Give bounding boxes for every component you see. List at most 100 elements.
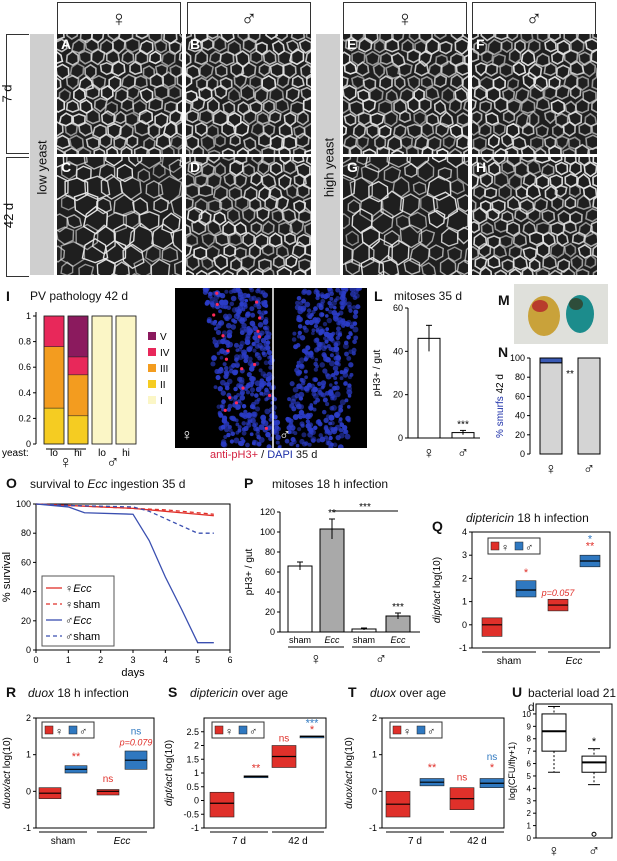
cell-outline bbox=[57, 63, 70, 81]
cell-outline bbox=[439, 257, 457, 275]
panel-label-U: U bbox=[512, 684, 523, 700]
K-nucleus bbox=[292, 331, 297, 336]
K-nucleus bbox=[334, 360, 340, 366]
cell-outline bbox=[212, 109, 229, 126]
cell-outline bbox=[583, 161, 597, 178]
cell-outline bbox=[221, 147, 235, 154]
cell-outline bbox=[240, 255, 256, 271]
K-nucleus bbox=[325, 307, 330, 312]
K-nucleus bbox=[312, 386, 318, 393]
cell-outline bbox=[548, 145, 562, 154]
cell-outline bbox=[145, 244, 161, 263]
cell-outline bbox=[233, 157, 248, 165]
cell-outline bbox=[432, 191, 459, 220]
cell-outline bbox=[214, 134, 226, 148]
cell-outline bbox=[391, 149, 405, 154]
K-nucleus bbox=[319, 292, 325, 297]
O-legend-label: ♀Ecc bbox=[65, 583, 92, 595]
cell-outline bbox=[161, 144, 175, 154]
O-legend-label: ♂sham bbox=[65, 631, 100, 643]
J-nucleus bbox=[234, 418, 239, 423]
K-nucleus bbox=[340, 290, 346, 297]
cell-outline bbox=[221, 119, 236, 138]
panel-label-P: P bbox=[244, 475, 254, 491]
cell-outline bbox=[427, 209, 446, 229]
K-nucleus bbox=[322, 368, 328, 374]
cell-outline bbox=[302, 96, 311, 113]
cell-outline bbox=[302, 173, 311, 190]
R-title: duox 18 h infection bbox=[28, 686, 129, 700]
J-nucleus bbox=[249, 375, 255, 382]
J-nucleus bbox=[246, 382, 250, 387]
Q-sig-blue: * bbox=[588, 533, 593, 545]
cell-outline bbox=[541, 209, 556, 225]
J-caption: anti-pH3+ / DAPI 35 d bbox=[210, 449, 317, 461]
cell-outline bbox=[236, 267, 249, 275]
J-nucleus bbox=[272, 414, 278, 420]
cell-outline bbox=[591, 244, 597, 258]
Q-y-tick-label: 3 bbox=[462, 550, 467, 560]
cell-outline bbox=[358, 37, 373, 53]
J-ph3-cell bbox=[258, 316, 262, 320]
K-nucleus bbox=[349, 332, 353, 337]
K-nucleus bbox=[352, 313, 358, 320]
cell-outline bbox=[241, 207, 256, 224]
P-y-tick-label: 20 bbox=[265, 607, 275, 617]
N-male-symbol: ♂ bbox=[583, 461, 595, 478]
cell-outline bbox=[133, 257, 152, 275]
R-legend-swatch-f bbox=[44, 725, 54, 735]
J-caption-end: 35 d bbox=[292, 449, 318, 461]
K-nucleus bbox=[305, 345, 311, 351]
cell-outline bbox=[479, 172, 494, 188]
J-nucleus bbox=[255, 427, 260, 432]
cell-outline bbox=[206, 34, 219, 40]
N-y-tick-label: 100 bbox=[510, 353, 525, 363]
S-y-tick-label: 2.5 bbox=[186, 727, 199, 737]
K-nucleus bbox=[343, 340, 349, 346]
cell-outline bbox=[226, 207, 241, 224]
K-nucleus bbox=[337, 404, 343, 410]
cell-outline bbox=[288, 48, 305, 66]
K-nucleus bbox=[317, 381, 322, 387]
cell-outline bbox=[170, 135, 182, 150]
cell-outline bbox=[473, 184, 486, 200]
header-female-high: ♀ bbox=[343, 2, 467, 35]
cell-outline bbox=[152, 162, 166, 179]
cell-outline bbox=[234, 195, 249, 212]
cell-outline bbox=[512, 232, 528, 248]
cell-outline bbox=[242, 231, 256, 248]
JK-micrographs: ♀ ♂ bbox=[175, 288, 367, 448]
cell-outline bbox=[187, 37, 203, 53]
I-bar-segment bbox=[67, 315, 89, 358]
cell-outline bbox=[472, 121, 481, 137]
I-female-symbol: ♀ bbox=[59, 452, 73, 472]
J-nucleus bbox=[211, 355, 217, 361]
T-ns-1: ns bbox=[457, 772, 468, 783]
R-y-label-post: log(10) bbox=[2, 737, 13, 771]
cell-outline bbox=[124, 37, 141, 53]
cell-outline bbox=[520, 144, 536, 154]
J-nucleus bbox=[224, 371, 230, 377]
cell-outline bbox=[502, 109, 516, 124]
cell-outline bbox=[304, 266, 311, 275]
J-nucleus bbox=[218, 425, 224, 431]
cell-outline bbox=[457, 226, 468, 245]
cell-outline bbox=[536, 34, 549, 43]
cell-outline bbox=[526, 159, 542, 176]
cell-outline bbox=[65, 50, 80, 67]
J-nucleus bbox=[251, 405, 256, 410]
cell-outline bbox=[582, 88, 597, 105]
K-nucleus bbox=[335, 296, 341, 301]
panel-label-D: D bbox=[190, 159, 201, 175]
O-y-tick-label: 40 bbox=[21, 587, 31, 597]
N-bar-nonsmurf bbox=[577, 357, 601, 455]
cell-outline bbox=[591, 75, 597, 91]
R-y-tick-label: 1 bbox=[26, 750, 31, 760]
cell-outline bbox=[420, 121, 435, 138]
cell-outline bbox=[575, 75, 590, 91]
J-nucleus bbox=[224, 426, 230, 433]
micrograph-C: C bbox=[57, 157, 182, 275]
cell-outline bbox=[592, 195, 597, 210]
cell-outline bbox=[213, 254, 229, 271]
cell-outline bbox=[418, 97, 432, 114]
